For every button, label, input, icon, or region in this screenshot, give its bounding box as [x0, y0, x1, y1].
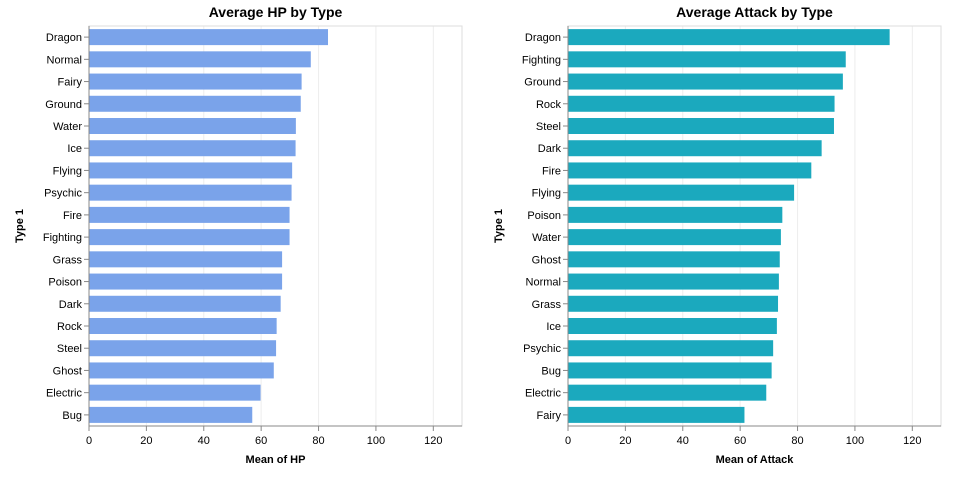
bar-bug[interactable]	[568, 362, 772, 379]
y-tick-label: Dark	[538, 143, 562, 155]
x-tick-label: 0	[86, 435, 92, 447]
x-tick-label: 0	[565, 435, 571, 447]
y-tick-label: Bug	[541, 365, 561, 377]
bar-rock[interactable]	[89, 318, 277, 334]
chart-panel-2: Dragon Fighting Ground Rock Steel Dark Fire Fly…	[493, 4, 942, 466]
x-tick-label: 120	[903, 435, 921, 447]
bar-fairy[interactable]	[89, 73, 302, 90]
bar-flying[interactable]	[89, 162, 293, 179]
bar-dark[interactable]	[89, 295, 281, 312]
bar-bug[interactable]	[89, 406, 253, 423]
y-tick-label: Flying	[53, 165, 82, 177]
y-tick-label: Ghost	[53, 365, 82, 377]
x-tick-label: 20	[619, 435, 631, 447]
y-tick-label: Bug	[62, 410, 82, 422]
y-tick-label: Water	[532, 232, 561, 244]
x-axis-title: Mean of HP	[246, 454, 306, 466]
y-tick-label: Poison	[527, 210, 561, 222]
x-tick-label: 100	[846, 435, 864, 447]
bar-electric[interactable]	[568, 384, 767, 401]
bar-fire[interactable]	[89, 206, 290, 223]
bar-psychic[interactable]	[89, 184, 292, 201]
y-tick-label: Normal	[526, 277, 561, 289]
bar-normal[interactable]	[89, 51, 311, 68]
x-tick-label: 40	[198, 435, 210, 447]
bar-electric[interactable]	[89, 384, 261, 401]
y-tick-label: Rock	[57, 321, 83, 333]
y-tick-label: Poison	[48, 277, 82, 289]
bar-poison[interactable]	[568, 206, 783, 223]
bar-grass[interactable]	[89, 251, 283, 268]
x-tick-label: 20	[140, 435, 152, 447]
bar-water[interactable]	[568, 229, 781, 246]
bar-ghost[interactable]	[89, 362, 274, 379]
y-tick-label: Electric	[46, 388, 83, 400]
y-tick-label: Dragon	[525, 32, 561, 44]
bar-poison[interactable]	[89, 273, 283, 290]
y-tick-label: Steel	[536, 121, 561, 133]
bar-fighting[interactable]	[89, 229, 290, 246]
x-tick-label: 120	[424, 435, 442, 447]
y-tick-label: Fairy	[537, 410, 562, 422]
y-tick-label: Flying	[532, 188, 561, 200]
y-tick-label: Grass	[53, 254, 83, 266]
bar-rock[interactable]	[568, 95, 835, 112]
x-axis-title: Mean of Attack	[716, 454, 795, 466]
bar-ghost[interactable]	[568, 251, 780, 268]
bar-dark[interactable]	[568, 140, 822, 157]
y-tick-label: Fire	[542, 165, 561, 177]
y-tick-label: Steel	[57, 343, 82, 355]
x-tick-label: 80	[312, 435, 324, 447]
bar-fairy[interactable]	[568, 406, 745, 423]
y-tick-label: Ground	[45, 99, 82, 111]
y-tick-label: Ice	[67, 143, 82, 155]
y-tick-label: Grass	[532, 299, 562, 311]
x-tick-label: 100	[367, 435, 385, 447]
bar-ice[interactable]	[89, 140, 296, 157]
x-tick-label: 60	[734, 435, 746, 447]
x-tick-label: 60	[255, 435, 267, 447]
bar-flying[interactable]	[568, 184, 795, 201]
y-tick-label: Rock	[536, 99, 562, 111]
bar-steel[interactable]	[89, 340, 277, 357]
bar-ground[interactable]	[568, 73, 843, 90]
y-axis-title: Type 1	[14, 209, 26, 243]
y-tick-label: Fighting	[43, 232, 82, 244]
bar-water[interactable]	[89, 118, 296, 134]
bar-steel[interactable]	[568, 118, 834, 134]
y-axis-title: Type 1	[493, 209, 505, 243]
y-tick-label: Ground	[524, 77, 561, 89]
y-tick-label: Dragon	[46, 32, 82, 44]
chart-title: Average HP by Type	[209, 4, 343, 20]
bar-normal[interactable]	[568, 273, 779, 290]
bar-ground[interactable]	[89, 95, 301, 112]
bar-grass[interactable]	[568, 295, 779, 312]
bar-ice[interactable]	[568, 318, 777, 334]
y-tick-label: Ice	[546, 321, 561, 333]
y-tick-label: Psychic	[523, 343, 561, 355]
y-tick-label: Ghost	[532, 254, 561, 266]
x-tick-label: 40	[677, 435, 689, 447]
y-tick-label: Dark	[59, 299, 83, 311]
bar-psychic[interactable]	[568, 340, 774, 357]
y-tick-label: Fire	[63, 210, 82, 222]
bar-fighting[interactable]	[568, 51, 846, 68]
bar-fire[interactable]	[568, 162, 812, 179]
bar-dragon[interactable]	[89, 29, 329, 46]
x-tick-label: 80	[791, 435, 803, 447]
y-tick-label: Normal	[47, 54, 82, 66]
chart-title: Average Attack by Type	[676, 4, 833, 20]
bar-dragon[interactable]	[568, 29, 890, 46]
y-tick-label: Fighting	[522, 54, 561, 66]
y-tick-label: Fairy	[58, 77, 83, 89]
y-tick-label: Psychic	[44, 188, 82, 200]
chart-panel-1: Dragon Normal Fairy Ground Water Ice Flying Psy…	[14, 4, 463, 466]
y-tick-label: Water	[53, 121, 82, 133]
y-tick-label: Electric	[525, 388, 562, 400]
